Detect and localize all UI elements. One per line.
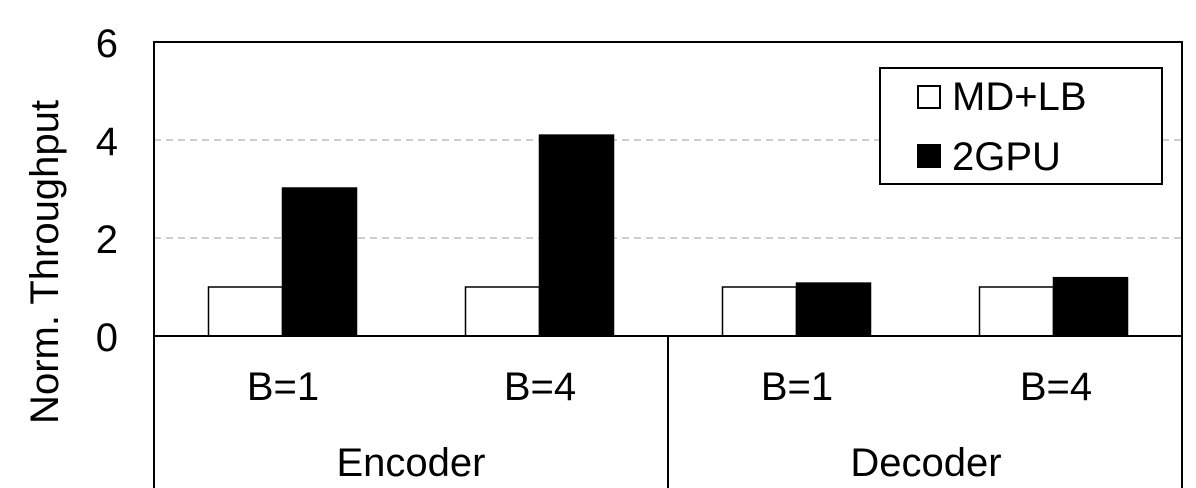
bar-md-lb-2 <box>721 286 798 337</box>
bar-2gpu-2 <box>795 282 872 337</box>
legend-label-2gpu: 2GPU <box>952 135 1061 179</box>
y-tick-label: 0 <box>96 316 118 360</box>
bar-2gpu-0 <box>281 187 358 337</box>
y-axis-label: Norm. Throughput <box>23 100 67 424</box>
bar-2gpu-3 <box>1052 276 1129 337</box>
category-label: B=4 <box>504 365 576 409</box>
category-label: B=1 <box>247 365 319 409</box>
legend-swatch-md-lb <box>917 85 941 109</box>
legend-label-md-lb: MD+LB <box>952 75 1087 119</box>
y-tick-label: 2 <box>96 218 118 262</box>
y-tick-label: 4 <box>96 120 118 164</box>
bar-md-lb-0 <box>207 286 284 337</box>
bar-2gpu-1 <box>538 134 615 337</box>
group-label-encoder: Encoder <box>337 441 486 485</box>
legend-swatch-2gpu <box>917 144 941 168</box>
legend: MD+LB 2GPU <box>879 67 1163 185</box>
group-label-decoder: Decoder <box>850 441 1001 485</box>
category-label: B=4 <box>1020 365 1092 409</box>
bar-md-lb-3 <box>978 286 1055 337</box>
y-tick-label: 6 <box>96 22 118 66</box>
category-label: B=1 <box>761 365 833 409</box>
bar-md-lb-1 <box>464 286 541 337</box>
